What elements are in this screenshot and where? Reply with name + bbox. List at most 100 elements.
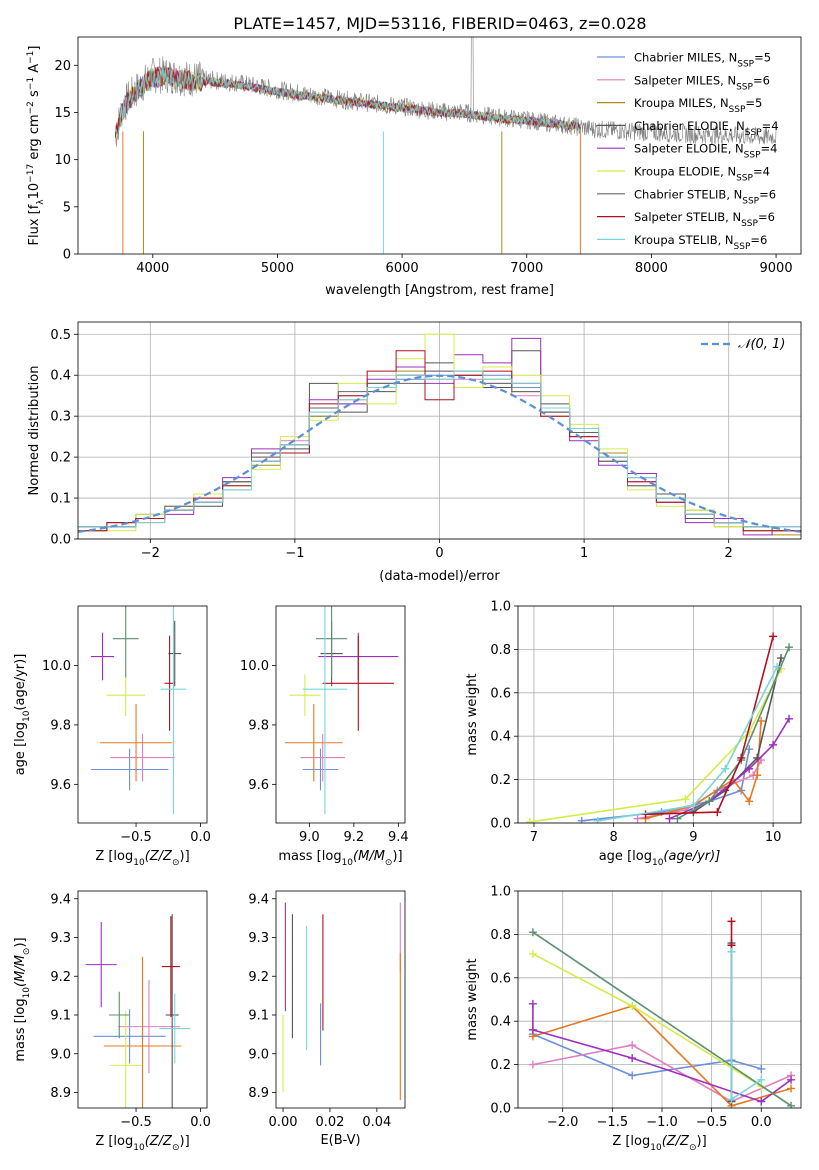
- plot-area: [525, 632, 794, 823]
- mass-weight-vs-age-panel: 7 8 9 10 0.0 0.2 0.4 0.6 0.8 1.0 mass weight age [l…: [465, 600, 802, 868]
- y-tick-label: 9.3: [248, 931, 269, 946]
- legend-entry: Chabrier MILES, NSSP=5: [634, 51, 771, 70]
- data-point-marker: [528, 999, 537, 1008]
- y-tick-label: 20: [54, 59, 71, 74]
- data-point-marker: [528, 1025, 537, 1034]
- data-point-marker: [577, 816, 586, 823]
- x-tick-label: −1.5: [597, 1115, 629, 1130]
- spectrum-panel: 4000 5000 6000 7000 8000 9000 0 5 10 15 20 waveleng…: [26, 36, 802, 298]
- mass-weight-line-chabrier-elodie: [692, 657, 782, 813]
- legend-entry: Kroupa ELODIE, NSSP=4: [634, 165, 770, 184]
- y-tick-label: 0.0: [50, 533, 71, 548]
- x-axis-label: Z [log10(Z/Z⊙)]: [612, 1134, 706, 1153]
- axes-frame: [275, 890, 406, 1109]
- figure-title: PLATE=1457, MJD=53116, FIBERID=0463, z=0…: [233, 14, 646, 33]
- y-tick-label: 9.3: [50, 931, 71, 946]
- x-tick-label: 9000: [760, 261, 793, 276]
- legend-entry: Kroupa STELIB, NSSP=6: [634, 233, 767, 252]
- mass-weight-vs-metallicity-panel: −2.0 −1.5 −1.0 −0.5 0.0 0.0 0.2 0.4 0.6 0.8 1.0 mas…: [465, 885, 802, 1153]
- mass-weight-line-orange: [532, 1005, 792, 1107]
- mass-weight-line-teal: [677, 646, 790, 820]
- mass-weight-line-teal: [532, 931, 792, 1107]
- x-tick-label: 0.02: [315, 1115, 344, 1130]
- mass-vs-metallicity-panel: −0.5 0.0 8.9 9.0 9.1 9.2 9.3 9.4 Z [log10(Z/Z⊙)]…: [13, 890, 211, 1153]
- x-tick-label: −0.5: [120, 830, 152, 845]
- y-tick-label: 0.4: [490, 730, 511, 745]
- legend-entry: Chabrier STELIB, NSSP=6: [634, 187, 776, 206]
- data-point-marker: [785, 643, 794, 652]
- x-tick-label: 6000: [386, 261, 419, 276]
- plot-area: [90, 606, 187, 815]
- y-tick-label: 0.2: [490, 1058, 511, 1073]
- legend-entry: Chabrier ELODIE, NSSP=4: [634, 119, 779, 138]
- data-point-marker: [628, 1002, 637, 1011]
- data-point-marker: [681, 795, 690, 804]
- x-tick-label: 0.0: [751, 1115, 772, 1130]
- y-tick-label: 0.2: [50, 451, 71, 466]
- x-tick-label: 1: [580, 546, 588, 561]
- y-tick-label: 15: [54, 106, 71, 121]
- x-tick-label: −2.0: [547, 1115, 579, 1130]
- x-tick-label: 0.0: [190, 830, 211, 845]
- y-axis-label: Normed distribution: [27, 366, 42, 496]
- data-point-marker: [745, 797, 754, 806]
- data-point-marker: [528, 1060, 537, 1069]
- y-tick-label: 0.6: [490, 686, 511, 701]
- data-point-marker: [528, 928, 537, 937]
- data-point-marker: [773, 662, 782, 671]
- y-axis-label: mass weight: [465, 673, 480, 755]
- x-axis-label: age [log10(age/yr)]: [599, 849, 721, 868]
- data-point-marker: [705, 797, 714, 806]
- plot-area: [115, 37, 777, 254]
- data-point-marker: [787, 1101, 796, 1108]
- data-point-marker: [753, 771, 762, 780]
- data-point-marker: [745, 764, 754, 773]
- y-tick-label: 9.2: [248, 970, 269, 985]
- age-vs-mass-panel: 9.0 9.2 9.4 9.6 9.8 10.0 mass [log10(M/M⊙)]: [240, 605, 409, 868]
- x-tick-label: −0.5: [696, 1115, 728, 1130]
- axes-frame: [77, 36, 802, 255]
- data-point-marker: [727, 917, 736, 926]
- data-point-marker: [713, 808, 722, 817]
- mass-weight-line-orange: [645, 720, 762, 820]
- data-point-marker: [673, 814, 682, 823]
- plot-area: [284, 606, 399, 815]
- x-axis-label: mass [log10(M/M⊙)]: [278, 849, 402, 868]
- axes-frame: [77, 890, 208, 1109]
- data-point-marker: [769, 632, 778, 641]
- legend-entry: Salpeter ELODIE, NSSP=4: [634, 142, 777, 161]
- normal-distribution-curve: [78, 374, 801, 533]
- x-tick-label: −1.0: [646, 1115, 678, 1130]
- y-tick-label: 0: [63, 248, 71, 263]
- axes-frame: [77, 321, 802, 540]
- legend-entry: Salpeter MILES, NSSP=6: [634, 73, 770, 92]
- data-point-marker: [769, 740, 778, 749]
- y-tick-label: 0.5: [50, 328, 71, 343]
- data-point-marker: [528, 949, 537, 958]
- y-tick-label: 0.6: [490, 971, 511, 986]
- y-tick-label: 0.3: [50, 410, 71, 425]
- data-point-marker: [689, 801, 698, 810]
- y-tick-label: 10.0: [240, 659, 269, 674]
- plot-area: [85, 914, 191, 1108]
- legend-entry: Kroupa MILES, NSSP=5: [634, 96, 762, 115]
- data-point-marker: [665, 814, 674, 823]
- axes-frame: [77, 605, 208, 824]
- y-tick-label: 0.4: [490, 1015, 511, 1030]
- legend-entry: Salpeter STELIB, NSSP=6: [634, 210, 775, 229]
- x-tick-label: 7000: [510, 261, 543, 276]
- axes-frame: [275, 605, 406, 824]
- x-axis-label: (data-model)/error: [379, 569, 500, 584]
- x-tick-label: 9.4: [388, 830, 409, 845]
- y-tick-label: 9.8: [248, 718, 269, 733]
- y-tick-label: 9.4: [248, 892, 269, 907]
- data-point-marker: [727, 947, 736, 956]
- y-tick-label: 1.0: [490, 600, 511, 615]
- y-tick-label: 9.0: [50, 1047, 71, 1062]
- data-point-marker: [757, 1097, 766, 1106]
- data-point-marker: [633, 814, 642, 823]
- mass-weight-line-salpeter-stelib: [645, 636, 774, 816]
- y-axis-label: mass [log10(M/M⊙)]: [13, 937, 32, 1061]
- x-tick-label: 9.0: [299, 830, 320, 845]
